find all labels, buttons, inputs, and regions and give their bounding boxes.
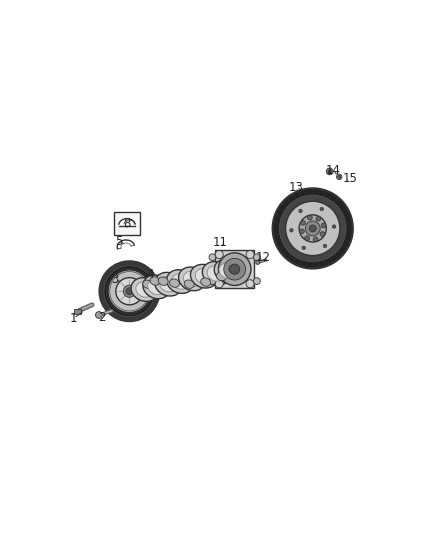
Text: 2: 2 xyxy=(98,311,106,324)
Circle shape xyxy=(230,264,240,274)
Text: 4: 4 xyxy=(147,269,154,281)
Ellipse shape xyxy=(214,259,241,282)
Circle shape xyxy=(209,278,216,285)
Circle shape xyxy=(279,195,346,262)
Circle shape xyxy=(336,174,342,180)
Circle shape xyxy=(246,280,254,288)
Circle shape xyxy=(116,278,143,305)
Circle shape xyxy=(99,261,159,321)
Ellipse shape xyxy=(131,278,159,301)
Circle shape xyxy=(256,260,260,264)
Ellipse shape xyxy=(207,266,225,281)
Ellipse shape xyxy=(195,269,213,284)
Circle shape xyxy=(302,246,305,249)
Ellipse shape xyxy=(202,262,230,285)
Ellipse shape xyxy=(201,278,211,286)
Circle shape xyxy=(338,175,341,178)
Text: 12: 12 xyxy=(256,252,271,264)
Ellipse shape xyxy=(229,265,239,273)
Text: 5: 5 xyxy=(116,235,123,248)
Text: 8: 8 xyxy=(124,217,131,230)
Circle shape xyxy=(209,254,216,261)
Ellipse shape xyxy=(159,277,177,292)
Circle shape xyxy=(316,216,321,221)
Ellipse shape xyxy=(158,277,168,285)
Ellipse shape xyxy=(219,263,237,279)
Circle shape xyxy=(254,254,260,261)
Circle shape xyxy=(320,207,324,211)
Circle shape xyxy=(224,259,246,280)
Ellipse shape xyxy=(155,272,182,296)
Ellipse shape xyxy=(143,280,153,288)
Circle shape xyxy=(328,169,332,173)
Ellipse shape xyxy=(150,277,160,285)
Circle shape xyxy=(321,223,326,228)
Bar xyxy=(215,251,254,288)
Circle shape xyxy=(286,201,340,256)
Text: 13: 13 xyxy=(289,181,304,193)
Circle shape xyxy=(320,232,325,237)
Circle shape xyxy=(313,237,318,241)
Circle shape xyxy=(332,225,336,228)
Circle shape xyxy=(307,215,312,220)
Text: 11: 11 xyxy=(213,236,228,249)
Text: 15: 15 xyxy=(343,172,357,185)
Circle shape xyxy=(305,236,310,240)
Circle shape xyxy=(215,251,223,259)
Circle shape xyxy=(300,229,304,233)
Circle shape xyxy=(290,229,293,232)
Text: 1: 1 xyxy=(70,312,77,325)
Circle shape xyxy=(300,221,305,225)
Ellipse shape xyxy=(136,282,154,297)
Ellipse shape xyxy=(171,274,189,289)
Ellipse shape xyxy=(148,279,166,295)
Circle shape xyxy=(326,168,333,175)
Circle shape xyxy=(254,278,260,285)
Circle shape xyxy=(299,215,326,242)
Circle shape xyxy=(309,225,316,232)
Circle shape xyxy=(299,209,302,213)
Bar xyxy=(74,309,81,314)
Ellipse shape xyxy=(170,279,180,287)
Circle shape xyxy=(323,244,327,248)
Circle shape xyxy=(124,285,135,297)
Ellipse shape xyxy=(143,275,170,298)
Text: 3: 3 xyxy=(112,273,119,286)
Circle shape xyxy=(95,312,102,318)
Circle shape xyxy=(219,253,251,286)
Bar xyxy=(114,212,140,235)
Ellipse shape xyxy=(184,280,194,288)
Circle shape xyxy=(215,280,223,288)
Circle shape xyxy=(108,270,151,313)
Circle shape xyxy=(246,251,254,259)
Circle shape xyxy=(273,188,353,269)
Circle shape xyxy=(104,266,155,317)
Ellipse shape xyxy=(216,272,226,281)
Circle shape xyxy=(126,288,133,295)
Ellipse shape xyxy=(184,271,201,287)
Ellipse shape xyxy=(191,264,218,288)
Text: 14: 14 xyxy=(325,164,341,176)
Ellipse shape xyxy=(167,270,194,293)
Ellipse shape xyxy=(179,267,206,290)
Circle shape xyxy=(305,221,320,236)
